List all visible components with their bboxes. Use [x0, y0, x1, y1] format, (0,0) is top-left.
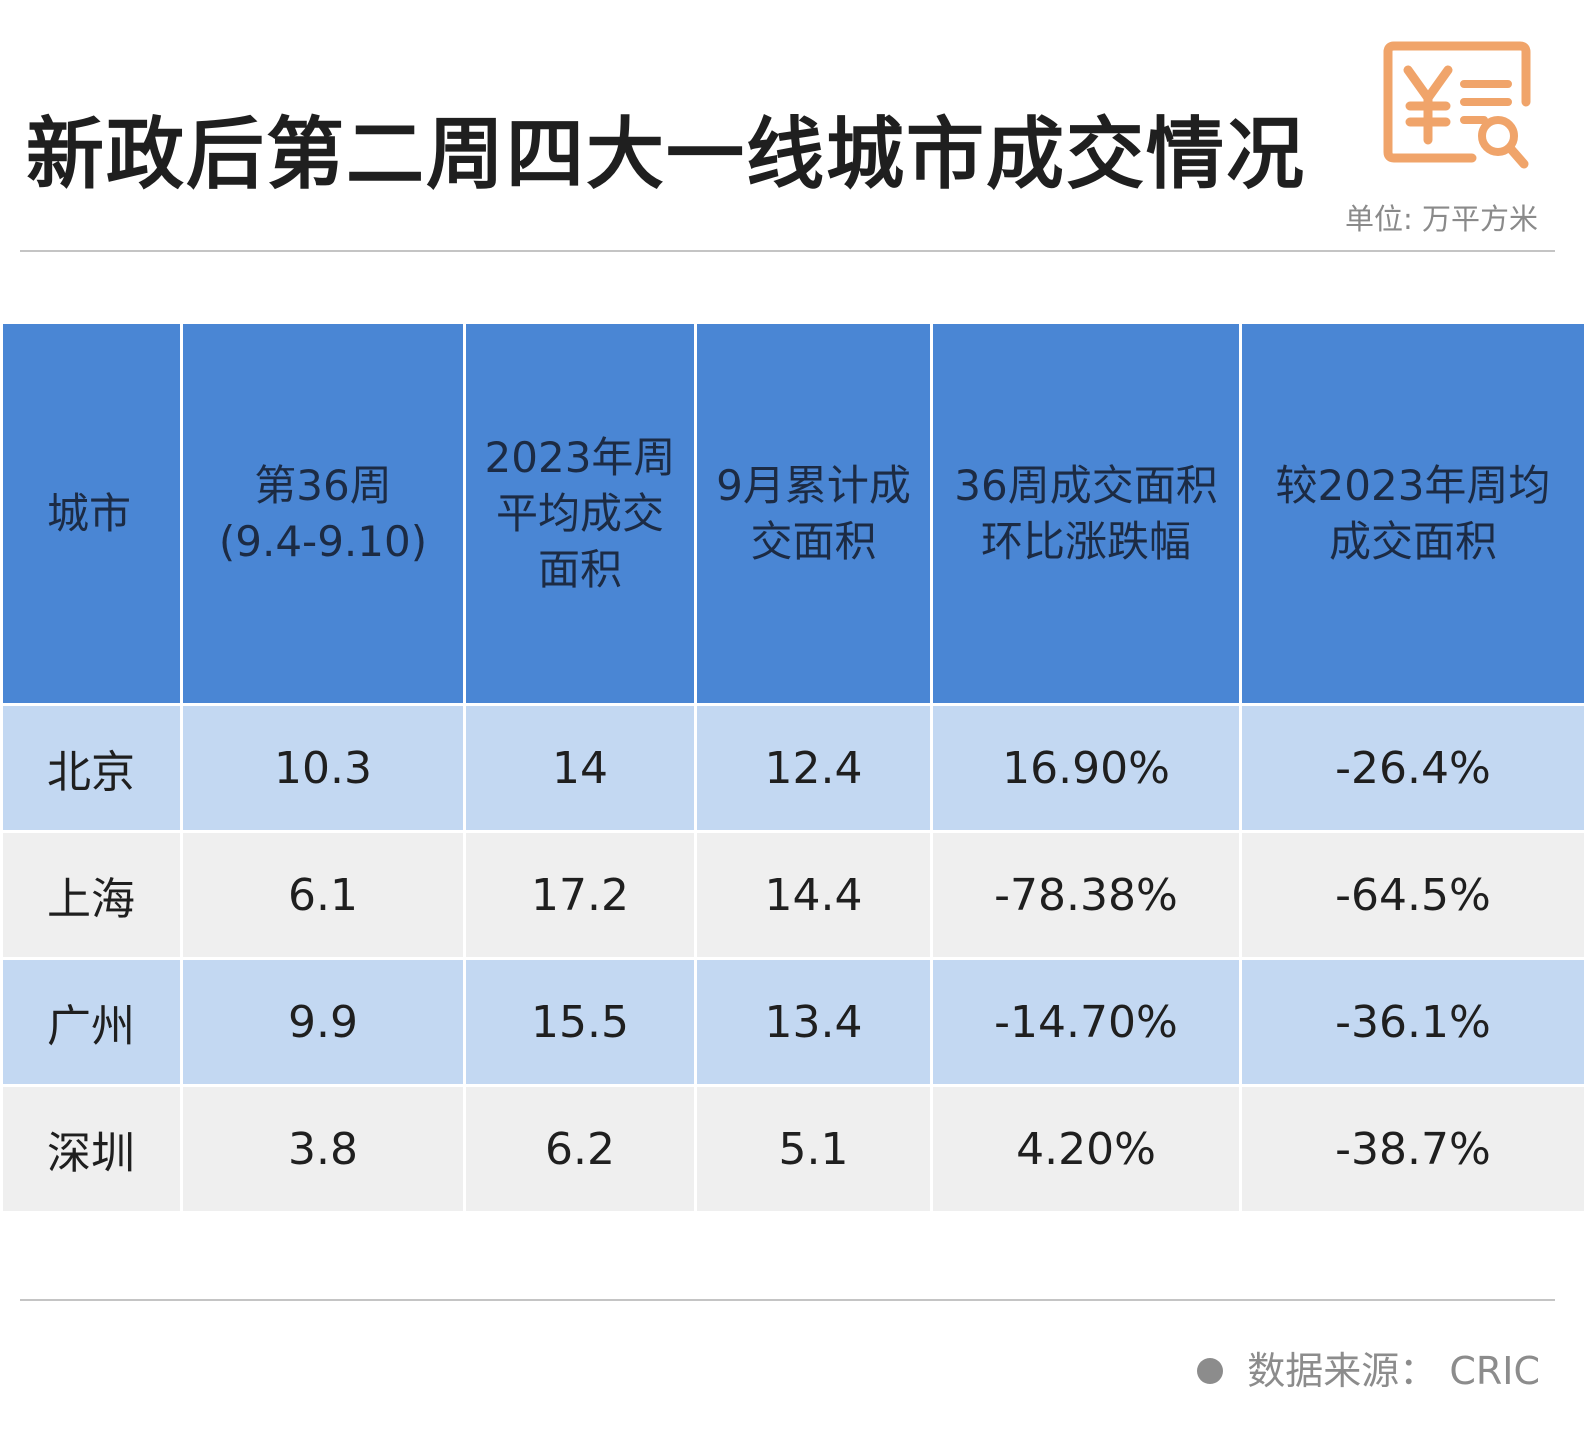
wow-change-cell: 16.90%: [930, 703, 1242, 832]
table-row: 广州 9.9 15.5 13.4 -14.70% -36.1%: [0, 957, 1584, 1086]
city-cell: 北京: [0, 703, 183, 832]
sept-total-cell: 13.4: [694, 957, 933, 1086]
week36-cell: 10.3: [180, 703, 466, 832]
week36-cell: 3.8: [180, 1084, 466, 1211]
data-source: 数据来源： CRIC: [1197, 1340, 1540, 1395]
bullet-dot-icon: [1197, 1357, 1224, 1384]
city-cell: 广州: [0, 957, 183, 1086]
table-row: 深圳 3.8 6.2 5.1 4.20% -38.7%: [0, 1084, 1584, 1211]
wow-change-cell: -14.70%: [930, 957, 1242, 1086]
avg2023-cell: 14: [463, 703, 697, 832]
avg2023-cell: 17.2: [463, 830, 697, 959]
table-row: 上海 6.1 17.2 14.4 -78.38% -64.5%: [0, 830, 1584, 959]
data-source-label: 数据来源： CRIC: [1247, 1349, 1540, 1393]
week36-cell: 6.1: [180, 830, 466, 959]
header-avg2023: 2023年周 平均成交 面积: [463, 324, 697, 705]
wow-change-cell: 4.20%: [930, 1084, 1242, 1211]
unit-label: 单位: 万平方米: [1345, 202, 1538, 236]
table-row: 北京 10.3 14 12.4 16.90% -26.4%: [0, 703, 1584, 832]
header-week36: 第36周 (9.4-9.10): [180, 324, 466, 705]
sept-total-cell: 5.1: [694, 1084, 933, 1211]
header-sept-total: 9月累计成 交面积: [694, 324, 933, 705]
header-city: 城市: [0, 324, 183, 705]
city-cell: 深圳: [0, 1084, 183, 1211]
top-divider: [20, 250, 1555, 252]
vs-2023-cell: -26.4%: [1239, 703, 1584, 832]
wow-change-cell: -78.38%: [930, 830, 1242, 959]
bottom-divider: [20, 1299, 1555, 1301]
page-title: 新政后第二周四大一线城市成交情况: [26, 110, 1307, 200]
avg2023-cell: 15.5: [463, 957, 697, 1086]
sept-total-cell: 14.4: [694, 830, 933, 959]
yuan-search-icon: [1383, 41, 1531, 169]
week36-cell: 9.9: [180, 957, 466, 1086]
vs-2023-cell: -64.5%: [1239, 830, 1584, 959]
header-vs-2023: 较2023年周均 成交面积: [1239, 324, 1584, 705]
header-row: 城市 第36周 (9.4-9.10) 2023年周 平均成交 面积 9月累计成 …: [0, 324, 1584, 705]
vs-2023-cell: -38.7%: [1239, 1084, 1584, 1211]
avg2023-cell: 6.2: [463, 1084, 697, 1211]
city-cell: 上海: [0, 830, 183, 959]
transaction-table: 城市 第36周 (9.4-9.10) 2023年周 平均成交 面积 9月累计成 …: [0, 324, 1584, 1211]
sept-total-cell: 12.4: [694, 703, 933, 832]
header-wow-change: 36周成交面积 环比涨跌幅: [930, 324, 1242, 705]
vs-2023-cell: -36.1%: [1239, 957, 1584, 1086]
